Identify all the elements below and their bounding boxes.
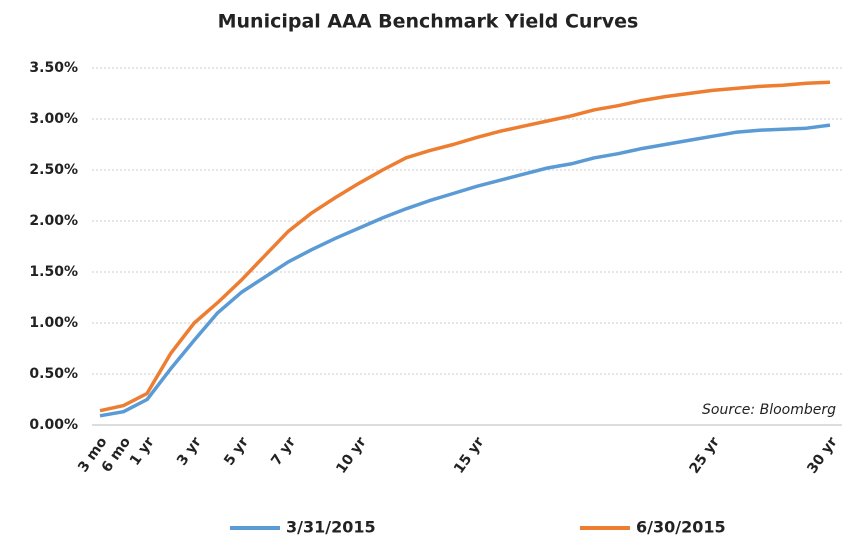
y-tick-label: 0.50% [29, 366, 78, 382]
y-tick-label: 2.00% [29, 213, 78, 229]
series-line [99, 80, 831, 413]
y-tick-label: 1.50% [29, 264, 78, 280]
x-tick-label: 25 yr [687, 434, 723, 476]
chart-title: Municipal AAA Benchmark Yield Curves [218, 11, 639, 33]
x-tick-label: 3 yr [174, 434, 205, 468]
x-tick-label: 10 yr [333, 434, 369, 476]
x-tick-label: 30 yr [804, 434, 840, 476]
y-tick-label: 1.00% [29, 315, 78, 331]
y-tick-label: 2.50% [29, 162, 78, 178]
y-tick-label: 3.00% [29, 111, 78, 127]
y-tick-label: 3.50% [29, 60, 78, 76]
x-tick-label: 5 yr [221, 434, 252, 468]
x-tick-label: 1 yr [127, 434, 158, 468]
legend-label: 3/31/2015 [286, 518, 376, 537]
x-tick-label: 7 yr [268, 434, 299, 468]
series-line [99, 123, 831, 418]
annotation: Source: Bloomberg [702, 402, 836, 418]
y-tick-label: 0.00% [29, 417, 78, 433]
legend-label: 6/30/2015 [636, 518, 726, 537]
x-tick-label: 15 yr [451, 434, 487, 476]
